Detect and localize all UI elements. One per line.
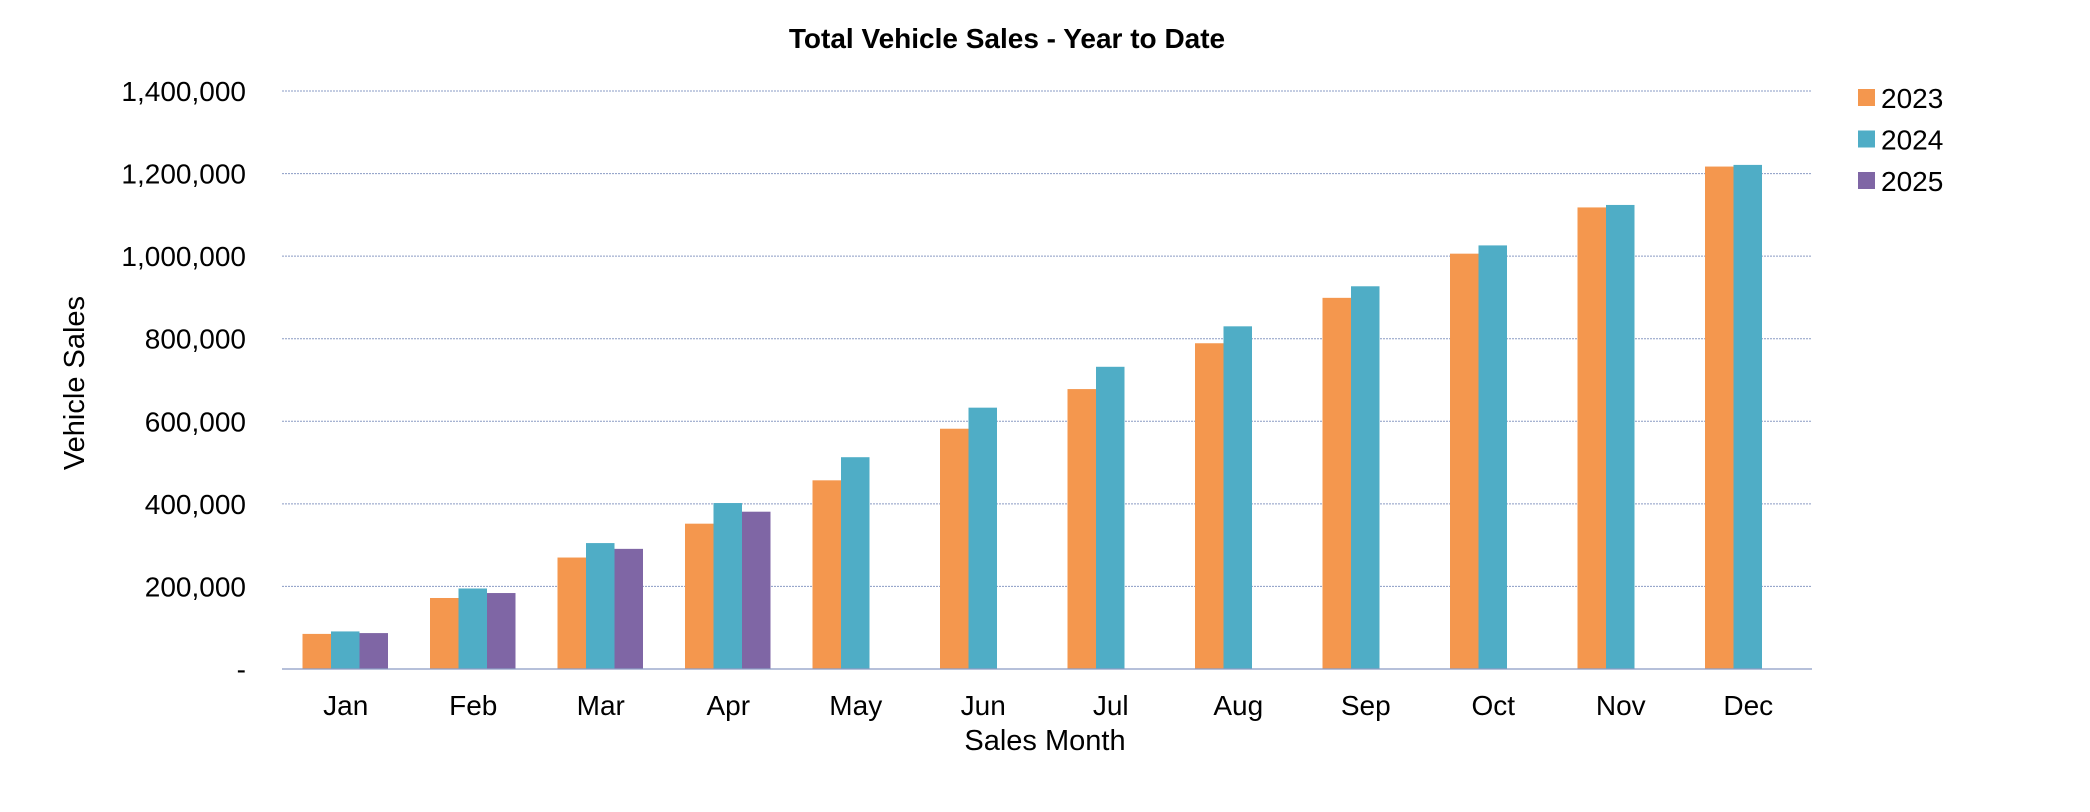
- legend-swatch-2025: [1858, 172, 1875, 189]
- y-tick-label: 1,200,000: [121, 159, 246, 190]
- y-tick-label: -: [237, 654, 246, 685]
- x-tick-label: Mar: [577, 690, 625, 721]
- bar-2023-sep: [1322, 297, 1351, 669]
- bar-2024-jan: [331, 631, 360, 669]
- x-tick-label: Feb: [449, 690, 497, 721]
- bar-2024-may: [841, 457, 870, 669]
- y-tick-label: 800,000: [145, 324, 246, 355]
- bar-2023-apr: [685, 523, 714, 669]
- bar-2024-mar: [586, 543, 615, 669]
- bar-2023-jun: [940, 428, 969, 669]
- x-tick-label: May: [829, 690, 882, 721]
- y-tick-label: 400,000: [145, 489, 246, 520]
- legend-swatch-2024: [1858, 130, 1875, 148]
- bar-2024-aug: [1223, 326, 1252, 669]
- bar-2023-aug: [1195, 343, 1224, 669]
- legend: 2023 2024 2025: [1858, 83, 1943, 197]
- x-axis-title: Sales Month: [964, 725, 1125, 757]
- legend-label-2024: 2024: [1881, 125, 1943, 156]
- legend-label-2025: 2025: [1881, 166, 1943, 197]
- y-tick-label: 200,000: [145, 571, 246, 602]
- bar-2023-dec: [1705, 166, 1734, 669]
- bar-2023-feb: [430, 597, 459, 669]
- bar-2025-jan: [359, 633, 388, 669]
- y-tick-label: 1,000,000: [121, 241, 246, 272]
- bar-2023-nov: [1577, 207, 1606, 669]
- x-tick-label: Jul: [1093, 690, 1129, 721]
- axes: - 200,000 400,000 600,000 800,000 1,000,000 1,…: [121, 76, 1812, 721]
- legend-swatch-2023: [1858, 89, 1875, 106]
- bar-2025-apr: [742, 511, 771, 669]
- bar-2023-mar: [557, 557, 586, 669]
- x-tick-label: Oct: [1471, 690, 1515, 721]
- bar-2025-feb: [487, 593, 516, 669]
- bar-2023-may: [812, 480, 841, 669]
- x-tick-label: Jun: [961, 690, 1006, 721]
- bar-2024-oct: [1478, 245, 1507, 669]
- x-tick-label: Apr: [706, 690, 750, 721]
- bar-2024-dec: [1733, 164, 1762, 669]
- bar-2024-jun: [968, 407, 997, 669]
- bar-2025-mar: [614, 548, 643, 669]
- x-tick-label: Aug: [1213, 690, 1263, 721]
- bar-2024-nov: [1606, 204, 1635, 669]
- x-tick-label: Sep: [1341, 690, 1391, 721]
- y-tick-label: 600,000: [145, 406, 246, 437]
- bar-2023-jan: [302, 633, 331, 669]
- bar-2024-feb: [458, 588, 487, 669]
- chart-title: Total Vehicle Sales - Year to Date: [789, 23, 1225, 54]
- y-axis-title: Vehicle Sales: [59, 296, 91, 470]
- bar-2024-sep: [1351, 286, 1380, 669]
- bars: [302, 164, 1762, 669]
- gridlines: [282, 90, 1812, 587]
- bar-2023-jul: [1067, 389, 1096, 669]
- bar-2023-oct: [1450, 253, 1479, 669]
- x-tick-label: Nov: [1596, 690, 1646, 721]
- legend-label-2023: 2023: [1881, 83, 1943, 114]
- bar-2024-jul: [1096, 366, 1125, 669]
- x-tick-label: Jan: [323, 690, 368, 721]
- bar-2024-apr: [713, 503, 742, 669]
- x-tick-label: Dec: [1723, 690, 1773, 721]
- y-tick-label: 1,400,000: [121, 76, 246, 107]
